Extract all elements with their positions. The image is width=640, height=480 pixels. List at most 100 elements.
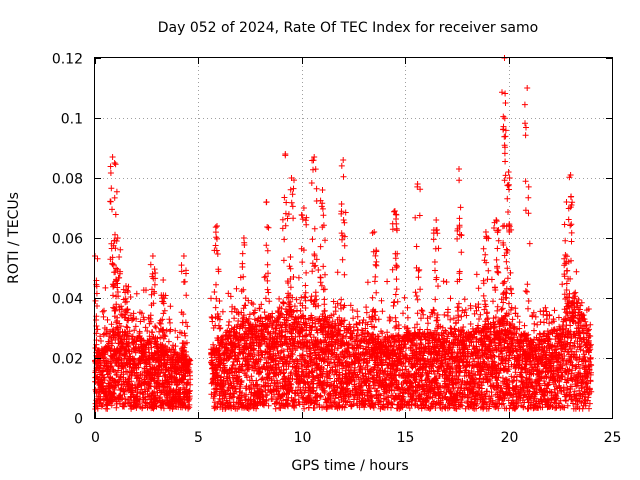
data-point [208,295,214,302]
data-point [334,269,341,276]
data-point [293,402,299,409]
data-point [101,377,108,383]
data-point [475,285,482,292]
data-point [363,304,370,311]
data-point [220,333,226,340]
data-point [109,340,116,347]
data-point [172,376,179,383]
data-point [97,333,104,340]
data-point [250,301,257,308]
data-point [231,306,238,312]
data-point [276,314,282,321]
data-point [110,304,117,311]
data-point [254,381,261,388]
data-point [279,329,286,336]
data-point [142,324,149,331]
data-point [272,352,279,359]
data-point [98,338,104,344]
data-point [236,373,243,380]
data-point [123,323,130,330]
data-point [297,387,304,394]
data-point [293,296,300,303]
data-point [417,286,424,293]
data-point [147,315,154,322]
data-point [447,295,454,302]
data-point [231,315,238,322]
data-point [151,388,158,395]
data-point [473,271,480,278]
data-point [113,404,120,411]
data-point [187,376,194,383]
data-point [166,316,173,323]
data-point [264,329,271,336]
data-point [288,369,295,376]
data-point [132,323,139,330]
data-point [257,369,264,376]
data-point [364,279,371,286]
data-point [265,402,272,409]
data-point [143,287,149,294]
data-point [125,346,132,353]
data-point [272,405,279,412]
data-point [112,336,119,343]
data-point [117,373,124,380]
data-point [210,341,217,348]
data-point [292,334,299,340]
data-point [112,368,118,375]
data-point [289,351,296,358]
data-point [259,351,266,358]
data-point [153,324,159,331]
data-point [290,308,297,315]
data-point [172,403,179,410]
data-point [165,338,172,345]
data-point [136,374,143,381]
data-point [269,314,276,321]
data-point [100,313,107,320]
data-point [172,327,179,334]
data-point [212,385,219,392]
data-point [130,310,137,317]
data-point [121,403,128,410]
data-point [100,331,107,338]
data-point [126,328,133,335]
data-point [404,314,411,321]
data-point [167,326,174,333]
data-point [243,391,250,398]
data-point [227,293,234,300]
data-point [127,361,134,367]
data-point [126,341,133,347]
data-point [238,377,245,384]
data-point [176,364,183,371]
data-point [246,352,253,359]
data-point [298,390,305,397]
data-point [108,363,115,370]
data-point [219,308,226,315]
data-point [251,351,258,358]
data-point [253,328,260,335]
data-point [240,312,247,319]
data-point [185,405,192,412]
data-point [285,400,291,407]
data-point [181,403,188,410]
data-point [277,349,284,356]
data-point [251,345,258,352]
data-point [172,343,179,350]
data-point [254,361,261,367]
data-point [277,310,284,317]
data-point [137,390,143,397]
data-point [384,278,391,285]
data-point [404,304,411,311]
data-point [101,307,107,314]
data-point [174,334,181,341]
data-point [108,321,115,328]
data-point [110,390,117,396]
data-point [280,348,287,355]
data-point [379,308,386,315]
data-point [217,352,224,359]
data-point [265,370,272,377]
data-point [261,309,268,316]
data-point [182,373,189,380]
data-point [157,370,164,377]
data-point [94,326,101,333]
